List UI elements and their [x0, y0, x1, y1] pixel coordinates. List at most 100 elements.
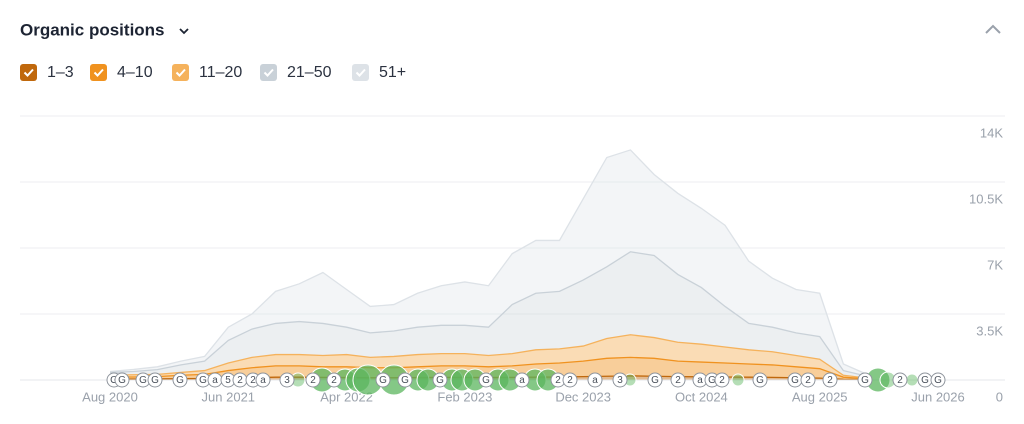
event-label[interactable]: a [519, 375, 525, 386]
event-label[interactable]: 5 [225, 375, 231, 386]
chart-title[interactable]: Organic positions [20, 20, 165, 39]
event-circle[interactable] [647, 372, 663, 388]
event-circle[interactable] [857, 372, 873, 388]
event-label[interactable]: 2 [567, 375, 573, 386]
legend-check[interactable] [263, 68, 274, 77]
event-label[interactable]: G [118, 375, 126, 386]
legend-label[interactable]: 21–50 [287, 64, 332, 81]
event-label[interactable]: 2 [675, 375, 681, 386]
event-marker[interactable]: G [787, 372, 803, 388]
event-marker[interactable]: G [917, 372, 933, 388]
event-marker[interactable]: 3 [612, 372, 628, 388]
legend-checkbox[interactable] [172, 64, 189, 81]
event-marker[interactable]: G [647, 372, 663, 388]
legend-item[interactable]: 4–10 [90, 64, 153, 81]
collapse-chevron[interactable] [985, 24, 1001, 34]
event-label[interactable]: 3 [284, 375, 290, 386]
event-circle[interactable] [478, 372, 494, 388]
event-circle[interactable] [670, 372, 686, 388]
event-circle[interactable] [375, 372, 391, 388]
event-marker[interactable]: a [207, 372, 223, 388]
legend-checkbox[interactable] [260, 64, 277, 81]
event-marker[interactable]: a [692, 372, 708, 388]
event-circle[interactable] [172, 372, 188, 388]
event-marker[interactable]: 2 [822, 372, 838, 388]
event-circle[interactable] [930, 372, 946, 388]
event-marker[interactable]: a [255, 372, 271, 388]
event-label[interactable]: 3 [617, 375, 623, 386]
event-label[interactable]: 2 [805, 375, 811, 386]
event-circle[interactable] [114, 372, 130, 388]
event-marker[interactable]: G [375, 372, 391, 388]
dropdown-chevron[interactable] [179, 28, 189, 35]
event-marker[interactable]: 2 [714, 372, 730, 388]
event-label[interactable]: G [934, 375, 942, 386]
event-marker[interactable]: 2 [892, 372, 908, 388]
event-circle[interactable] [305, 372, 321, 388]
event-label[interactable]: G [176, 375, 184, 386]
event-marker[interactable]: G [397, 372, 413, 388]
event-circle[interactable] [800, 372, 816, 388]
legend-label[interactable]: 51+ [379, 64, 406, 81]
event-marker[interactable]: G [930, 372, 946, 388]
event-marker[interactable]: a [514, 372, 530, 388]
legend-checkbox[interactable] [352, 64, 369, 81]
event-circle[interactable] [255, 372, 271, 388]
event-marker[interactable]: 2 [562, 372, 578, 388]
event-marker[interactable]: 2 [670, 372, 686, 388]
event-circle[interactable] [822, 372, 838, 388]
event-marker[interactable]: 3 [279, 372, 295, 388]
event-marker[interactable]: G [857, 372, 873, 388]
event-circle[interactable] [714, 372, 730, 388]
event-marker[interactable]: G [147, 372, 163, 388]
event-label[interactable]: G [151, 375, 159, 386]
legend-item[interactable]: 11–20 [172, 64, 242, 81]
event-circle[interactable] [612, 372, 628, 388]
event-label[interactable]: G [861, 375, 869, 386]
event-label[interactable]: G [139, 375, 147, 386]
event-circle[interactable] [147, 372, 163, 388]
event-label[interactable]: 2 [331, 375, 337, 386]
event-circle[interactable] [432, 372, 448, 388]
legend-item[interactable]: 51+ [352, 64, 406, 81]
event-circle[interactable] [397, 372, 413, 388]
event-marker[interactable]: 2 [232, 372, 248, 388]
legend-label[interactable]: 11–20 [199, 64, 242, 81]
event-marker[interactable]: G [478, 372, 494, 388]
legend-checkbox[interactable] [20, 64, 37, 81]
event-label[interactable]: 2 [555, 375, 561, 386]
legend-label[interactable]: 4–10 [117, 64, 153, 81]
event-marker[interactable]: G [172, 372, 188, 388]
event-label[interactable]: a [212, 375, 218, 386]
event-marker[interactable]: G [752, 372, 768, 388]
event-marker[interactable]: G [114, 372, 130, 388]
event-circle[interactable] [279, 372, 295, 388]
event-marker[interactable]: G [432, 372, 448, 388]
event-marker[interactable]: a [587, 372, 603, 388]
event-label[interactable]: G [110, 375, 118, 386]
event-circle[interactable] [326, 372, 342, 388]
event-circle[interactable] [514, 372, 530, 388]
event-label[interactable]: G [921, 375, 929, 386]
event-label[interactable]: G [651, 375, 659, 386]
event-label[interactable]: 2 [719, 375, 725, 386]
event-label[interactable]: 2 [250, 375, 256, 386]
event-label[interactable]: G [756, 375, 764, 386]
legend-check[interactable] [355, 68, 366, 77]
event-label[interactable]: a [697, 375, 703, 386]
legend-label[interactable]: 1–3 [47, 64, 74, 81]
legend-check[interactable] [93, 68, 104, 77]
event-marker[interactable]: 2 [305, 372, 321, 388]
event-label[interactable]: 2 [827, 375, 833, 386]
event-circle[interactable] [752, 372, 768, 388]
event-circle[interactable] [587, 372, 603, 388]
event-label[interactable]: G [436, 375, 444, 386]
event-circle[interactable] [562, 372, 578, 388]
legend-item[interactable]: 1–3 [20, 64, 74, 81]
event-label[interactable]: 2 [237, 375, 243, 386]
legend-check[interactable] [23, 68, 34, 77]
event-label[interactable]: G [401, 375, 409, 386]
event-circle[interactable] [892, 372, 908, 388]
event-label[interactable]: a [592, 375, 598, 386]
event-marker[interactable]: 2 [326, 372, 342, 388]
